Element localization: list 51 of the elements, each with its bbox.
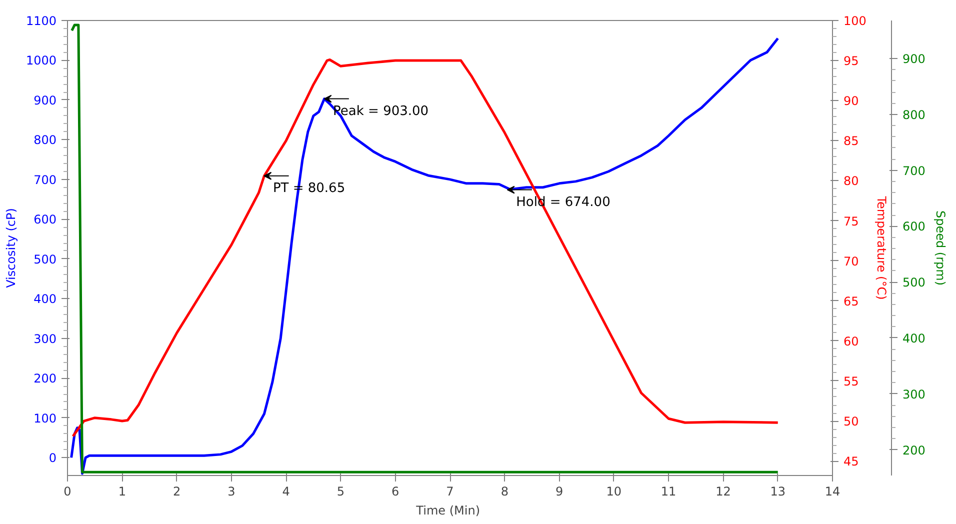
- y3-tick-label: 800: [902, 108, 926, 122]
- y3-tick-label: 600: [902, 220, 926, 234]
- y2-tick-label: 50: [844, 414, 859, 429]
- y3-tick-label: 900: [902, 52, 926, 66]
- x-tick-label: 0: [64, 484, 72, 498]
- x-tick-label: 9: [555, 484, 564, 498]
- y3-tick-label: 700: [902, 164, 926, 178]
- y2-axis-title: Temperature (°C): [874, 195, 888, 300]
- y-tick-label: 0: [48, 451, 57, 466]
- y-tick-label: 400: [34, 292, 56, 306]
- y-tick-label: 200: [34, 372, 56, 386]
- y3-tick-label: 200: [902, 443, 926, 458]
- y-tick-label: 1000: [26, 54, 57, 68]
- x-tick-label: 6: [392, 484, 400, 498]
- x-tick-label: 12: [716, 484, 731, 498]
- y2-tick-label: 75: [844, 214, 859, 228]
- y2-tick-label: 65: [844, 294, 859, 308]
- y2-tick-label: 60: [844, 334, 859, 348]
- x-tick-label: 13: [770, 484, 786, 498]
- y2-tick-label: 55: [844, 374, 859, 388]
- y-tick-label: 1100: [26, 14, 57, 28]
- y2-tick-label: 85: [844, 134, 859, 148]
- x-tick-label: 5: [336, 484, 345, 498]
- x-tick-label: 2: [172, 484, 181, 498]
- y2-tick-label: 95: [844, 54, 859, 68]
- y-tick-label: 100: [34, 411, 56, 426]
- y2-tick-label: 70: [844, 254, 859, 268]
- y3-tick-label: 500: [902, 276, 926, 290]
- x-axis-title: Time (Min): [415, 504, 480, 518]
- y2-tick-label: 100: [844, 14, 866, 28]
- y2-tick-label: 80: [844, 174, 859, 188]
- x-tick-label: 1: [118, 484, 126, 498]
- y-tick-label: 500: [34, 252, 56, 266]
- x-tick-label: 3: [228, 484, 236, 498]
- x-tick-label: 8: [500, 484, 508, 498]
- y-tick-label: 800: [34, 133, 56, 148]
- x-tick-label: 10: [606, 484, 622, 498]
- x-tick-label: 7: [446, 484, 454, 498]
- y-tick-label: 300: [34, 332, 56, 346]
- y3-tick-label: 400: [902, 331, 926, 346]
- y-tick-label: 700: [34, 172, 56, 187]
- y-axis-title: Viscosity (cP): [4, 208, 18, 288]
- y3-axis-title: Speed (rpm): [933, 210, 948, 286]
- y-tick-label: 600: [34, 212, 56, 227]
- x-tick-label: 14: [824, 484, 840, 498]
- y2-tick-label: 45: [844, 454, 859, 469]
- y3-tick-label: 300: [902, 387, 926, 402]
- y-tick-label: 900: [34, 93, 56, 108]
- x-tick-label: 11: [660, 484, 676, 498]
- x-tick-label: 4: [282, 484, 290, 498]
- y2-tick-label: 90: [844, 94, 859, 108]
